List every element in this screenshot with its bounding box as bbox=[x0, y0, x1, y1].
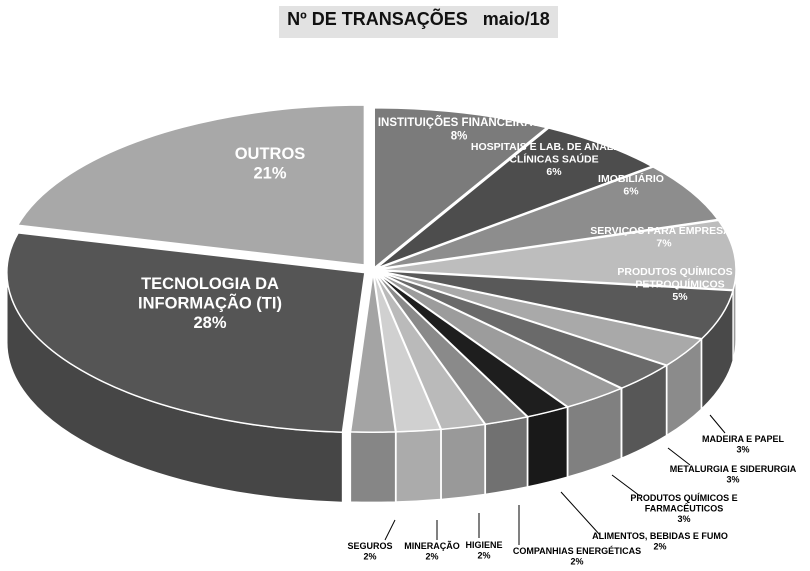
slice-percent: 2% bbox=[570, 557, 583, 567]
slice-label: HIGIENE bbox=[465, 540, 502, 550]
slice-top bbox=[6, 232, 366, 434]
slice-label: SERVIÇOS PARA EMPRESAS bbox=[590, 225, 737, 237]
slice-label: HOSPITAIS E LAB. DE ANALISES bbox=[471, 141, 637, 153]
slice-label: OUTROS bbox=[235, 145, 306, 163]
slice-percent: 2% bbox=[425, 552, 438, 562]
slice-label: FARMACÊUTICOS bbox=[645, 503, 724, 514]
leader-line bbox=[384, 519, 396, 541]
slice-top bbox=[16, 104, 366, 266]
slice-label: PETROQUÍMICOS bbox=[635, 277, 724, 290]
slice-label: COMPANHIAS ENERGÉTICAS bbox=[513, 546, 641, 556]
slice-label: PRODUTOS QUÍMICOS E bbox=[617, 265, 742, 278]
slice-percent: 5% bbox=[672, 291, 688, 303]
leader-line bbox=[560, 491, 601, 536]
slice-side bbox=[349, 431, 397, 503]
slice-top bbox=[375, 127, 654, 269]
slice-percent: 3% bbox=[677, 514, 690, 524]
slice-percent: 6% bbox=[546, 166, 562, 178]
title-background bbox=[279, 6, 558, 38]
slice-label: TECNOLOGIA DA bbox=[141, 275, 279, 293]
slice-label: IMOBILIÁRIO bbox=[598, 172, 664, 185]
slice-side bbox=[484, 416, 528, 495]
slice-top bbox=[377, 166, 720, 270]
slice-label: INFORMAÇÃO (TI) bbox=[138, 292, 282, 312]
leader-line bbox=[667, 447, 691, 466]
slice-label: MADEIRA E PAPEL bbox=[702, 434, 785, 444]
slice-label: PRODUTOS QUÍMICOS E bbox=[630, 493, 737, 503]
slice-labels: INSTITUIÇÕES FINANCEIRAS 8%HOSPITAIS E LA… bbox=[138, 116, 797, 567]
leader-line bbox=[611, 474, 641, 497]
slice-label: MINERAÇÃO bbox=[404, 541, 460, 551]
slice-percent: 21% bbox=[253, 164, 286, 182]
slice-percent: 2% bbox=[653, 542, 666, 552]
slice-percent: 2% bbox=[363, 552, 376, 562]
slice-percent: 7% bbox=[656, 237, 672, 249]
slice-percent: 3% bbox=[736, 445, 749, 455]
slice-label: SEGUROS bbox=[347, 541, 392, 551]
slice-percent: 6% bbox=[623, 185, 639, 197]
slice-side bbox=[527, 406, 568, 488]
slice-side bbox=[395, 428, 442, 503]
slice-label: CLÍNICAS SAÚDE bbox=[509, 152, 598, 165]
slice-percent: 2% bbox=[477, 551, 490, 561]
chart-title: Nº DE TRANSAÇÕES maio/18 bbox=[287, 9, 550, 29]
slice-label: ALIMENTOS, BEBIDAS E FUMO bbox=[592, 531, 728, 541]
slice-side bbox=[440, 423, 486, 500]
slice-top bbox=[373, 107, 549, 270]
slice-label: METALURGIA E SIDERURGIA bbox=[670, 464, 797, 474]
leader-line bbox=[709, 414, 726, 434]
slice-percent: 8% bbox=[451, 131, 468, 143]
slice-top bbox=[349, 272, 397, 433]
pie-tops bbox=[6, 104, 737, 434]
slice-top bbox=[377, 219, 737, 291]
slice-percent: 3% bbox=[726, 475, 739, 485]
pie-sides bbox=[6, 269, 737, 503]
slice-label: INSTITUIÇÕES FINANCEIRAS bbox=[378, 116, 541, 129]
label-leaders bbox=[384, 414, 726, 545]
slice-percent: 28% bbox=[193, 314, 226, 332]
